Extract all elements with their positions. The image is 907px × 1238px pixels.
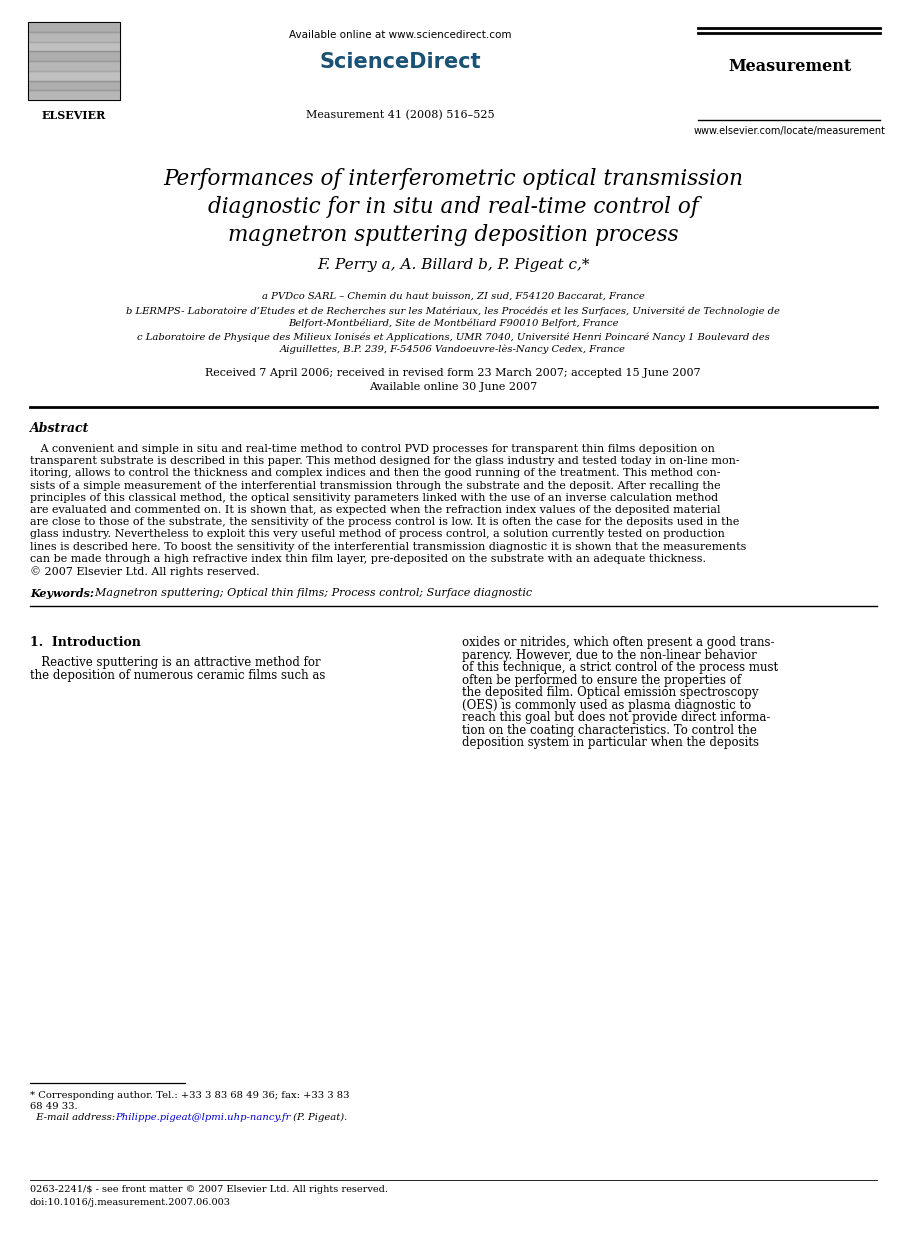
- Text: 0263-2241/$ - see front matter © 2007 Elsevier Ltd. All rights reserved.: 0263-2241/$ - see front matter © 2007 El…: [30, 1185, 388, 1193]
- Text: Reactive sputtering is an attractive method for: Reactive sputtering is an attractive met…: [30, 656, 321, 670]
- Text: reach this goal but does not provide direct informa-: reach this goal but does not provide dir…: [462, 711, 770, 724]
- Text: diagnostic for in situ and real-time control of: diagnostic for in situ and real-time con…: [208, 196, 698, 218]
- Text: (P. Pigeat).: (P. Pigeat).: [290, 1113, 347, 1122]
- Text: Belfort-Montbéliard, Site de Montbéliard F90010 Belfort, France: Belfort-Montbéliard, Site de Montbéliard…: [288, 319, 619, 328]
- Text: doi:10.1016/j.measurement.2007.06.003: doi:10.1016/j.measurement.2007.06.003: [30, 1198, 231, 1207]
- Text: are evaluated and commented on. It is shown that, as expected when the refractio: are evaluated and commented on. It is sh…: [30, 505, 720, 515]
- Text: transparent substrate is described in this paper. This method designed for the g: transparent substrate is described in th…: [30, 456, 739, 467]
- Bar: [28, 22, 120, 100]
- Text: the deposited film. Optical emission spectroscopy: the deposited film. Optical emission spe…: [462, 686, 758, 699]
- Text: Available online 30 June 2007: Available online 30 June 2007: [369, 383, 537, 392]
- Text: Philippe.pigeat@lpmi.uhp-nancy.fr: Philippe.pigeat@lpmi.uhp-nancy.fr: [115, 1113, 290, 1122]
- Text: a PVDco SARL – Chemin du haut buisson, ZI sud, F54120 Baccarat, France: a PVDco SARL – Chemin du haut buisson, Z…: [261, 292, 644, 301]
- Text: Keywords:: Keywords:: [30, 588, 94, 599]
- Text: lines is described here. To boost the sensitivity of the interferential transmis: lines is described here. To boost the se…: [30, 541, 746, 552]
- Text: F. Perry a, A. Billard b, P. Pigeat c,*: F. Perry a, A. Billard b, P. Pigeat c,*: [317, 258, 590, 272]
- Text: are close to those of the substrate, the sensitivity of the process control is l: are close to those of the substrate, the…: [30, 517, 739, 527]
- Text: 1.  Introduction: 1. Introduction: [30, 636, 141, 649]
- Text: tion on the coating characteristics. To control the: tion on the coating characteristics. To …: [462, 724, 756, 737]
- Text: oxides or nitrides, which often present a good trans-: oxides or nitrides, which often present …: [462, 636, 775, 649]
- Text: ScienceDirect: ScienceDirect: [319, 52, 481, 72]
- Text: can be made through a high refractive index thin film layer, pre-deposited on th: can be made through a high refractive in…: [30, 553, 706, 563]
- Text: © 2007 Elsevier Ltd. All rights reserved.: © 2007 Elsevier Ltd. All rights reserved…: [30, 566, 259, 577]
- Text: sists of a simple measurement of the interferential transmission through the sub: sists of a simple measurement of the int…: [30, 480, 721, 490]
- Text: Measurement 41 (2008) 516–525: Measurement 41 (2008) 516–525: [306, 110, 494, 120]
- Text: itoring, allows to control the thickness and complex indices and then the good r: itoring, allows to control the thickness…: [30, 468, 720, 478]
- Text: A convenient and simple in situ and real-time method to control PVD processes fo: A convenient and simple in situ and real…: [30, 444, 715, 454]
- Text: Performances of interferometric optical transmission: Performances of interferometric optical …: [163, 168, 743, 189]
- Text: Available online at www.sciencedirect.com: Available online at www.sciencedirect.co…: [288, 30, 512, 40]
- Text: Abstract: Abstract: [30, 422, 90, 435]
- Text: Measurement: Measurement: [728, 58, 852, 76]
- Text: Aiguillettes, B.P. 239, F-54506 Vandoeuvre-lès-Nancy Cedex, France: Aiguillettes, B.P. 239, F-54506 Vandoeuv…: [280, 344, 626, 354]
- Text: (OES) is commonly used as plasma diagnostic to: (OES) is commonly used as plasma diagnos…: [462, 698, 751, 712]
- Text: Magnetron sputtering; Optical thin films; Process control; Surface diagnostic: Magnetron sputtering; Optical thin films…: [88, 588, 532, 598]
- Text: E-mail address:: E-mail address:: [30, 1113, 118, 1122]
- Text: glass industry. Nevertheless to exploit this very useful method of process contr: glass industry. Nevertheless to exploit …: [30, 530, 725, 540]
- Text: c Laboratoire de Physique des Milieux Ionisés et Applications, UMR 7040, Univers: c Laboratoire de Physique des Milieux Io…: [137, 332, 769, 342]
- Text: * Corresponding author. Tel.: +33 3 83 68 49 36; fax: +33 3 83: * Corresponding author. Tel.: +33 3 83 6…: [30, 1091, 349, 1101]
- Text: ELSEVIER: ELSEVIER: [42, 110, 106, 121]
- Text: often be performed to ensure the properties of: often be performed to ensure the propert…: [462, 673, 741, 687]
- Text: parency. However, due to the non-linear behavior: parency. However, due to the non-linear …: [462, 649, 756, 661]
- Text: Received 7 April 2006; received in revised form 23 March 2007; accepted 15 June : Received 7 April 2006; received in revis…: [205, 368, 701, 378]
- Text: www.elsevier.com/locate/measurement: www.elsevier.com/locate/measurement: [694, 126, 886, 136]
- Text: 68 49 33.: 68 49 33.: [30, 1102, 78, 1110]
- Text: deposition system in particular when the deposits: deposition system in particular when the…: [462, 737, 759, 749]
- Text: b LERMPS- Laboratoire d’Etudes et de Recherches sur les Matériaux, les Procédés : b LERMPS- Laboratoire d’Etudes et de Rec…: [126, 307, 780, 317]
- Text: magnetron sputtering deposition process: magnetron sputtering deposition process: [228, 224, 678, 246]
- Text: principles of this classical method, the optical sensitivity parameters linked w: principles of this classical method, the…: [30, 493, 718, 503]
- Text: the deposition of numerous ceramic films such as: the deposition of numerous ceramic films…: [30, 669, 326, 682]
- Text: of this technique, a strict control of the process must: of this technique, a strict control of t…: [462, 661, 778, 675]
